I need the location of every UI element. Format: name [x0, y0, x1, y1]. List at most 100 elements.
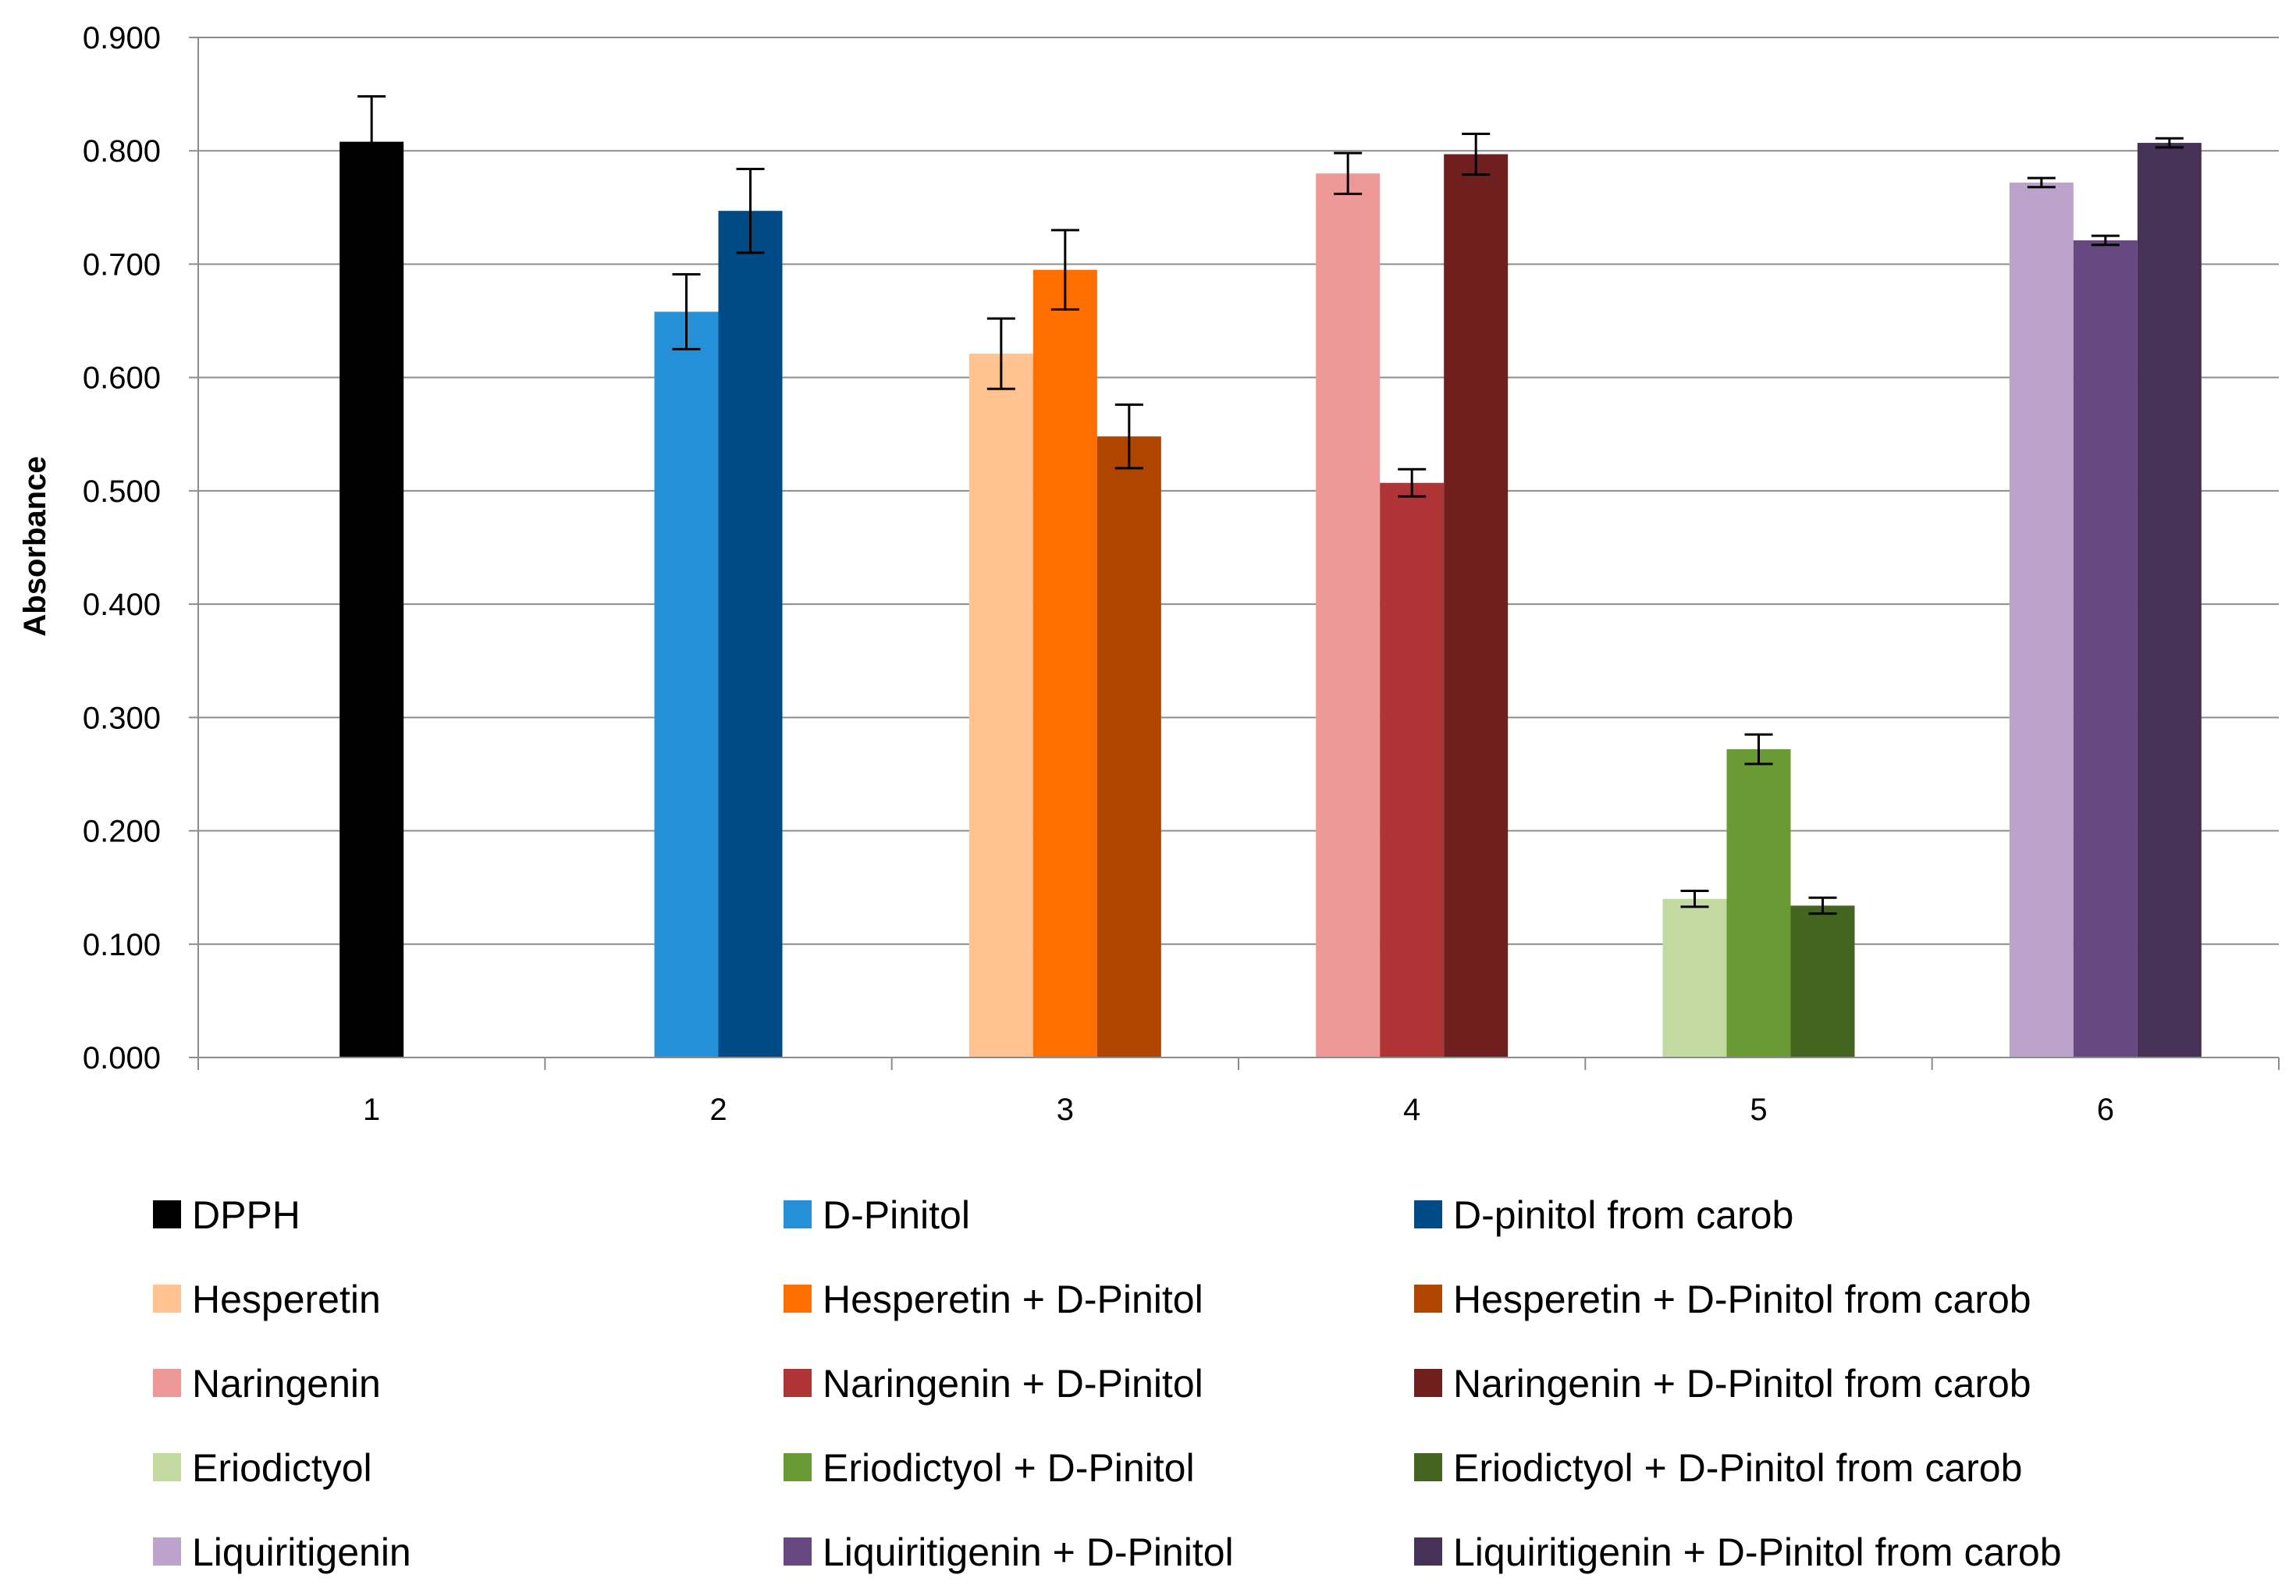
legend: DPPH D-Pinitol D-pinitol from carob Hespere… — [153, 1193, 2062, 1574]
axes — [189, 37, 2280, 1070]
legend-item: Liquiritigenin — [153, 1530, 411, 1574]
bar — [1726, 748, 1791, 1057]
legend-label: Naringenin — [192, 1362, 381, 1406]
y-axis-label: Absorbance — [18, 456, 52, 636]
error-bar — [357, 95, 386, 189]
y-tick-label: 0.600 — [83, 361, 161, 396]
legend-item: Hesperetin + D-Pinitol — [784, 1278, 1203, 1321]
legend-swatch — [784, 1285, 812, 1313]
legend-swatch — [784, 1369, 812, 1397]
bar — [1662, 898, 1727, 1057]
legend-swatch — [1414, 1453, 1442, 1481]
legend-label: DPPH — [192, 1193, 300, 1237]
legend-swatch — [153, 1200, 181, 1228]
legend-label: Eriodictyol + D-Pinitol from carob — [1453, 1446, 2022, 1490]
legend-swatch — [1414, 1537, 1442, 1566]
y-tick-label: 0.400 — [83, 588, 161, 622]
y-tick-label: 0.700 — [83, 247, 161, 282]
legend-item: Eriodictyol — [153, 1446, 372, 1490]
bar — [1380, 482, 1445, 1057]
bar — [1444, 154, 1509, 1058]
y-tick-label: 0.100 — [83, 928, 161, 962]
bar — [654, 311, 719, 1058]
legend-item: Naringenin + D-Pinitol from carob — [1414, 1362, 2031, 1406]
bar — [2009, 182, 2074, 1058]
bar — [1316, 173, 1381, 1058]
error-bar — [1680, 890, 1709, 908]
legend-label: Hesperetin + D-Pinitol from carob — [1453, 1278, 2031, 1321]
error-bar — [986, 317, 1015, 390]
legend-swatch — [153, 1285, 181, 1313]
x-tick-label: 2 — [709, 1093, 727, 1127]
legend-item: D-Pinitol — [784, 1193, 970, 1237]
error-bar — [1334, 151, 1363, 195]
error-bar — [2155, 137, 2184, 149]
legend-item: Hesperetin — [153, 1278, 381, 1321]
legend-item: Naringenin — [153, 1362, 381, 1406]
legend-swatch — [153, 1369, 181, 1397]
legend-label: D-pinitol from carob — [1453, 1193, 1793, 1237]
legend-label: Eriodictyol + D-Pinitol — [823, 1446, 1195, 1490]
legend-swatch — [784, 1537, 812, 1566]
legend-item: Liquiritigenin + D-Pinitol from carob — [1414, 1530, 2062, 1574]
error-bar — [2091, 234, 2120, 247]
error-bar — [1114, 403, 1143, 470]
bar — [2073, 240, 2138, 1058]
x-tick-label: 6 — [2097, 1093, 2114, 1127]
error-bar — [2027, 176, 2056, 189]
y-tick-label: 0.900 — [83, 21, 161, 55]
bars — [339, 141, 2202, 1058]
y-tick-label: 0.000 — [83, 1041, 161, 1075]
legend-swatch — [1414, 1200, 1442, 1228]
legend-swatch — [153, 1537, 181, 1566]
bar — [969, 354, 1033, 1057]
bar — [1096, 436, 1161, 1057]
legend-item: D-pinitol from carob — [1414, 1193, 1793, 1237]
legend-swatch — [1414, 1369, 1442, 1397]
bar — [1790, 905, 1855, 1057]
legend-label: Hesperetin + D-Pinitol — [823, 1278, 1203, 1321]
legend-label: Liquiritigenin — [192, 1530, 411, 1574]
legend-swatch — [784, 1200, 812, 1228]
y-tick-label: 0.200 — [83, 815, 161, 849]
legend-swatch — [784, 1453, 812, 1481]
y-tick-label: 0.300 — [83, 701, 161, 735]
legend-label: Eriodictyol — [192, 1446, 372, 1490]
legend-label: Liquiritigenin + D-Pinitol — [823, 1530, 1234, 1574]
legend-label: Hesperetin — [192, 1278, 381, 1321]
legend-item: Eriodictyol + D-Pinitol from carob — [1414, 1446, 2022, 1490]
legend-item: DPPH — [153, 1193, 300, 1237]
legend-item: Naringenin + D-Pinitol — [784, 1362, 1203, 1406]
legend-label: Naringenin + D-Pinitol — [823, 1362, 1203, 1406]
bar — [2137, 143, 2202, 1058]
legend-item: Liquiritigenin + D-Pinitol — [784, 1530, 1234, 1574]
legend-item: Eriodictyol + D-Pinitol — [784, 1446, 1195, 1490]
error-bar — [736, 167, 765, 254]
x-tick-label: 1 — [363, 1093, 380, 1127]
error-bars — [357, 95, 2184, 915]
bar — [339, 141, 404, 1057]
error-bar — [1050, 229, 1079, 311]
error-bar — [1398, 467, 1427, 498]
gridlines — [198, 37, 2279, 945]
x-tick-label: 5 — [1750, 1093, 1767, 1127]
error-bar — [1744, 733, 1773, 766]
y-tick-label: 0.500 — [83, 475, 161, 509]
legend-label: Liquiritigenin + D-Pinitol from carob — [1453, 1530, 2062, 1574]
legend-label: D-Pinitol — [823, 1193, 970, 1237]
legend-swatch — [1414, 1285, 1442, 1313]
x-tick-label: 3 — [1057, 1093, 1074, 1127]
legend-label: Naringenin + D-Pinitol from carob — [1453, 1362, 2031, 1406]
error-bar — [1462, 132, 1491, 176]
bar — [1032, 269, 1097, 1057]
legend-item: Hesperetin + D-Pinitol from carob — [1414, 1278, 2031, 1321]
y-tick-labels: 0.000 0.100 0.200 0.300 0.400 0.500 0.600 0.700… — [83, 21, 161, 1075]
bar — [718, 211, 783, 1058]
x-tick-label: 4 — [1403, 1093, 1420, 1127]
error-bar — [672, 273, 701, 350]
y-tick-label: 0.800 — [83, 134, 161, 169]
error-bar — [1808, 896, 1837, 915]
x-tick-labels: 1 2 3 4 5 6 — [363, 1093, 2114, 1127]
